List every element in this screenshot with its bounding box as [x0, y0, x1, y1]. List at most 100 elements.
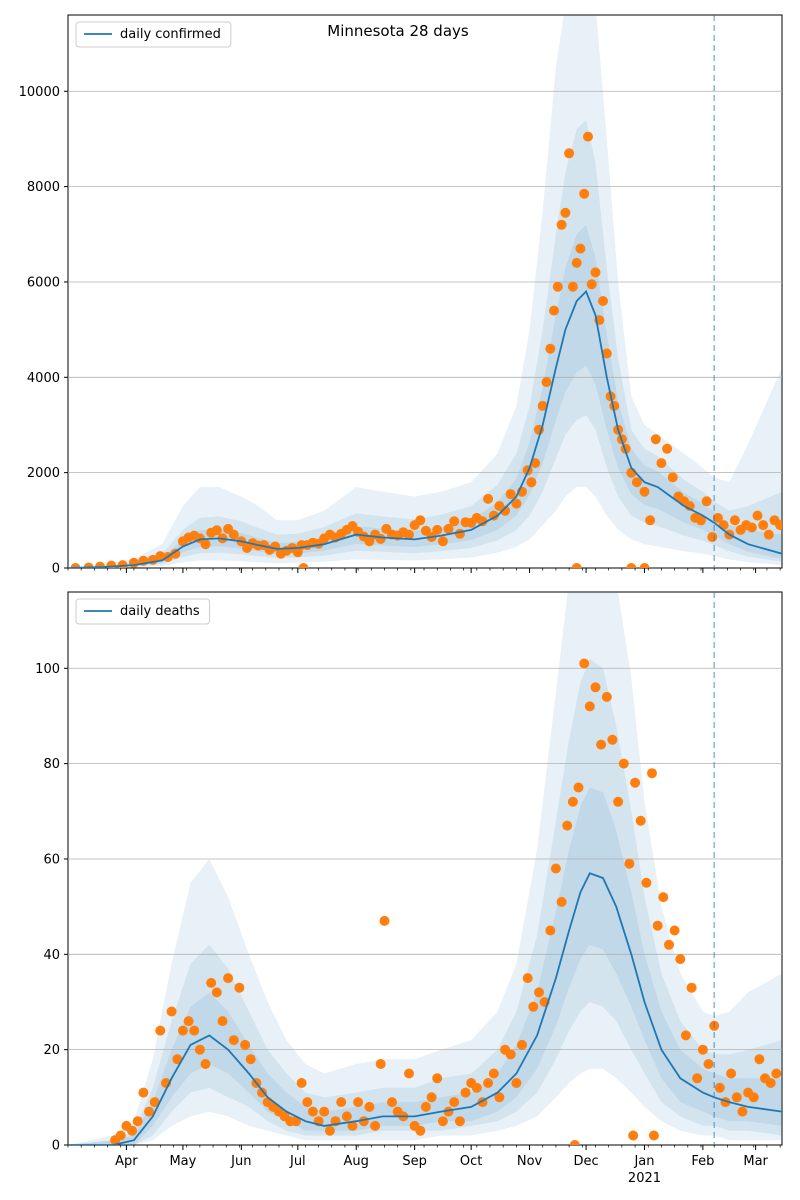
observed-point [567, 796, 578, 807]
observed-point [686, 982, 697, 993]
observed-point [590, 267, 601, 278]
observed-point [586, 279, 597, 290]
observed-point [569, 1140, 580, 1145]
observed-point [645, 515, 656, 526]
observed-point [500, 505, 511, 516]
observed-point [639, 486, 650, 497]
chart-title: Minnesota 28 days [327, 22, 469, 40]
legend-label-confirmed: daily confirmed [120, 27, 221, 42]
observed-point [560, 207, 571, 218]
observed-point [483, 493, 494, 504]
observed-point [341, 1111, 352, 1122]
y-tick-label: 0 [52, 562, 60, 577]
observed-point [298, 563, 309, 568]
uncertainty-band-2 [68, 119, 782, 568]
observed-point [707, 532, 718, 542]
observed-point [420, 1101, 431, 1112]
x-tick-label: Sep [402, 1154, 427, 1169]
observed-point [336, 1097, 347, 1108]
observed-point [598, 296, 608, 306]
observed-point [483, 1078, 494, 1088]
observed-point [754, 1054, 765, 1065]
confirmed-x-axis [67, 568, 781, 573]
observed-point [680, 1030, 691, 1041]
observed-point [626, 563, 637, 568]
observed-point [240, 1039, 251, 1050]
observed-point [144, 1106, 154, 1117]
observed-point [454, 528, 465, 539]
observed-point [200, 1059, 211, 1069]
observed-point [571, 257, 582, 268]
observed-point [170, 548, 181, 559]
observed-point [758, 520, 769, 531]
observed-point [564, 148, 575, 159]
observed-point [437, 1116, 448, 1127]
observed-point [656, 458, 667, 469]
deaths-y-axis: 0 20 40 60 80 100 [35, 662, 68, 1154]
legend-box [75, 21, 232, 48]
observed-point [234, 982, 245, 993]
observed-point [545, 925, 556, 936]
observed-point [132, 1116, 143, 1127]
observed-point [579, 658, 590, 669]
observed-point [189, 1025, 200, 1036]
observed-point [697, 1044, 708, 1055]
observed-point [703, 1059, 714, 1069]
observed-point [748, 1092, 759, 1103]
observed-point [257, 1087, 267, 1098]
observed-point [375, 533, 386, 544]
observed-point [347, 1120, 358, 1131]
observed-point [652, 920, 663, 931]
observed-point [206, 977, 217, 988]
observed-point [635, 815, 646, 826]
observed-point [647, 768, 657, 779]
observed-point [70, 563, 81, 568]
deaths-model-line [68, 872, 782, 1145]
observed-point [549, 305, 559, 316]
observed-point [664, 939, 674, 950]
observed-point [650, 434, 661, 445]
observed-point [662, 443, 673, 454]
legend-label-deaths: daily deaths [120, 604, 200, 619]
observed-point [211, 525, 222, 536]
x-tick-label: Mar [743, 1154, 768, 1169]
observed-point [432, 1073, 443, 1084]
observed-point [477, 516, 488, 527]
observed-point [541, 377, 552, 388]
observed-point [601, 691, 612, 702]
observed-point [443, 1106, 454, 1117]
observed-point [494, 1092, 505, 1103]
confirmed-panel: 0 2000 4000 6000 8000 10000 Minnesota 28 days… [19, 14, 783, 577]
model-median-line [68, 872, 782, 1145]
observed-point [590, 682, 601, 693]
observed-point [737, 1106, 748, 1117]
observed-point [712, 512, 723, 523]
observed-point [583, 131, 593, 142]
observed-point [696, 515, 706, 526]
deaths-uncertainty-bands [68, 592, 782, 1145]
observed-point [575, 243, 586, 254]
observed-point [628, 1130, 639, 1141]
legend-box [75, 598, 211, 625]
observed-point [194, 1044, 205, 1055]
observed-point [375, 1059, 386, 1069]
observed-point [183, 1016, 194, 1027]
model-median-line [68, 289, 782, 568]
observed-point [534, 987, 544, 998]
x-tick-label: Dec [573, 1154, 598, 1169]
observed-point [726, 1068, 737, 1079]
observed-point [765, 1078, 776, 1088]
uncertainty-band-1 [68, 15, 782, 568]
observed-point [128, 557, 139, 568]
observed-point [437, 536, 448, 547]
confirmed-plot-frame [67, 14, 783, 569]
observed-point [302, 1097, 313, 1108]
observed-point [692, 1073, 703, 1084]
observed-point [545, 343, 556, 354]
observed-point [556, 896, 567, 907]
observed-point [228, 529, 239, 540]
observed-point [771, 1068, 782, 1079]
x-tick-label: Jun [230, 1154, 251, 1169]
observed-point [353, 1097, 364, 1108]
observed-point [172, 1054, 183, 1065]
